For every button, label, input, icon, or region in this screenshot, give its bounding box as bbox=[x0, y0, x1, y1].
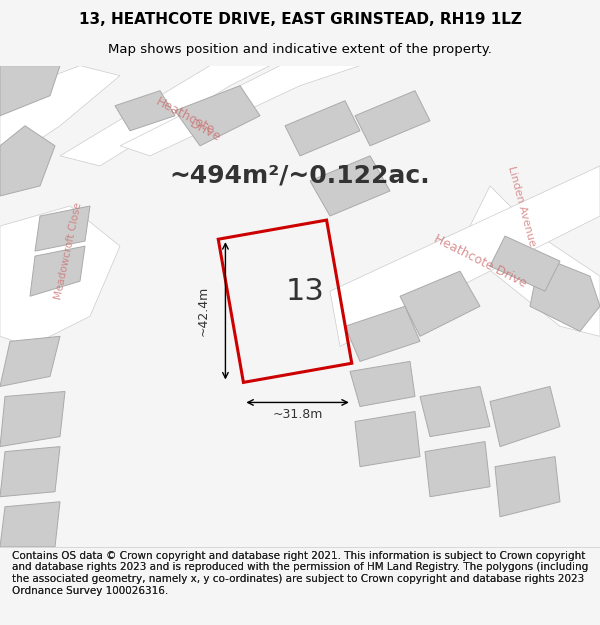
Polygon shape bbox=[495, 457, 560, 517]
Text: Drive: Drive bbox=[187, 118, 223, 144]
Polygon shape bbox=[0, 206, 120, 346]
Text: 13: 13 bbox=[286, 277, 325, 306]
Text: ~42.4m: ~42.4m bbox=[197, 286, 210, 336]
Polygon shape bbox=[0, 126, 55, 196]
Polygon shape bbox=[115, 91, 175, 131]
Polygon shape bbox=[175, 86, 260, 146]
Polygon shape bbox=[0, 447, 60, 497]
Polygon shape bbox=[120, 66, 360, 156]
Polygon shape bbox=[0, 66, 120, 166]
Polygon shape bbox=[425, 442, 490, 497]
Polygon shape bbox=[285, 101, 360, 156]
Text: Contains OS data © Crown copyright and database right 2021. This information is : Contains OS data © Crown copyright and d… bbox=[12, 551, 588, 596]
Text: Linden Avenue: Linden Avenue bbox=[506, 165, 538, 248]
Polygon shape bbox=[330, 166, 600, 346]
Polygon shape bbox=[30, 246, 85, 296]
Polygon shape bbox=[490, 386, 560, 447]
Text: Heathcote: Heathcote bbox=[154, 95, 217, 137]
Polygon shape bbox=[0, 502, 60, 547]
Polygon shape bbox=[60, 66, 270, 166]
Text: Heathcote Drive: Heathcote Drive bbox=[431, 232, 529, 290]
Polygon shape bbox=[0, 391, 65, 447]
Polygon shape bbox=[355, 411, 420, 467]
Text: Map shows position and indicative extent of the property.: Map shows position and indicative extent… bbox=[108, 42, 492, 56]
Polygon shape bbox=[355, 91, 430, 146]
Text: Meadowcroft Close: Meadowcroft Close bbox=[53, 202, 83, 301]
Polygon shape bbox=[345, 306, 420, 361]
Text: ~494m²/~0.122ac.: ~494m²/~0.122ac. bbox=[170, 164, 430, 188]
Polygon shape bbox=[400, 271, 480, 336]
Text: ~31.8m: ~31.8m bbox=[272, 408, 323, 421]
Polygon shape bbox=[0, 336, 60, 386]
Polygon shape bbox=[35, 206, 90, 251]
Polygon shape bbox=[310, 156, 390, 216]
Polygon shape bbox=[490, 236, 560, 291]
Text: 13, HEATHCOTE DRIVE, EAST GRINSTEAD, RH19 1LZ: 13, HEATHCOTE DRIVE, EAST GRINSTEAD, RH1… bbox=[79, 12, 521, 27]
Polygon shape bbox=[420, 386, 490, 437]
Polygon shape bbox=[530, 256, 600, 331]
Text: Contains OS data © Crown copyright and database right 2021. This information is : Contains OS data © Crown copyright and d… bbox=[12, 551, 588, 596]
Polygon shape bbox=[460, 186, 600, 336]
Polygon shape bbox=[350, 361, 415, 406]
Polygon shape bbox=[0, 66, 60, 116]
